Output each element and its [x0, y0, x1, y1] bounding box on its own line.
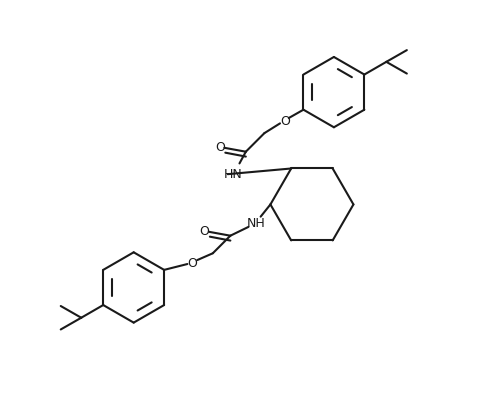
Text: O: O [280, 115, 290, 128]
Text: NH: NH [246, 217, 265, 230]
Text: O: O [187, 256, 197, 269]
Text: O: O [200, 225, 210, 238]
Text: HN: HN [223, 167, 242, 180]
Text: O: O [215, 141, 225, 154]
